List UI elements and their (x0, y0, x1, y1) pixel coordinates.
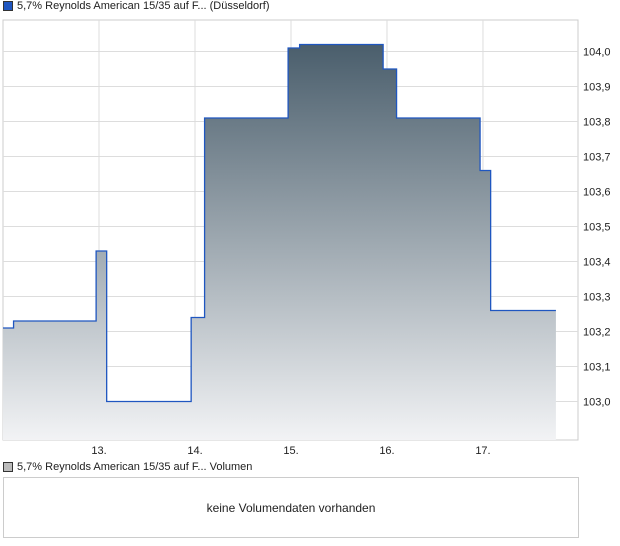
x-tick-label: 16. (379, 445, 394, 457)
y-tick-label: 103,9 (583, 82, 611, 94)
y-tick-label: 103,0 (583, 397, 611, 409)
y-tick-label: 103,7 (583, 152, 611, 164)
y-tick-label: 103,4 (583, 257, 611, 269)
x-tick-label: 15. (283, 445, 298, 457)
legend-label: 5,7% Reynolds American 15/35 auf F... Vo… (17, 461, 253, 473)
price-area (3, 44, 556, 440)
y-tick-label: 104,0 (583, 47, 611, 59)
y-tick-label: 103,8 (583, 117, 611, 129)
price-line (3, 43, 556, 403)
volume-panel: keine Volumendaten vorhanden (3, 477, 579, 538)
legend-label: 5,7% Reynolds American 15/35 auf F... (D… (17, 0, 270, 12)
y-tick-label: 103,6 (583, 187, 611, 199)
y-tick-label: 103,2 (583, 327, 611, 339)
volume-legend: 5,7% Reynolds American 15/35 auf F... Vo… (3, 461, 252, 473)
x-tick-label: 14. (187, 445, 202, 457)
y-tick-label: 103,3 (583, 292, 611, 304)
x-tick-label: 13. (91, 445, 106, 457)
price-chart: 103,0 103,1 103,2 103,3 103,4 103,5 103,6 103,7… (2, 19, 611, 457)
y-tick-label: 103,1 (583, 362, 611, 374)
price-legend: 5,7% Reynolds American 15/35 auf F... (D… (3, 0, 270, 12)
legend-swatch (3, 462, 13, 472)
y-tick-label: 103,5 (583, 222, 611, 234)
legend-swatch (3, 1, 13, 11)
no-volume-message: keine Volumendaten vorhanden (206, 500, 376, 515)
x-tick-label: 17. (475, 445, 490, 457)
